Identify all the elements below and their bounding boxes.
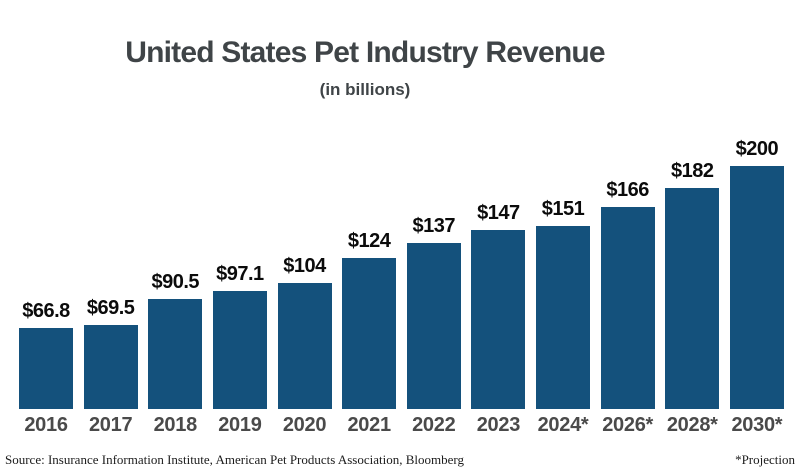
chart-column-2023: $147 2023 — [471, 202, 526, 436]
chart-column-2017: $69.5 2017 — [83, 296, 138, 436]
chart-column-2016: $66.8 2016 — [19, 299, 73, 436]
year-label: 2023 — [476, 414, 521, 436]
bar-2017 — [83, 324, 138, 409]
bar-value-label: $182 — [671, 159, 714, 182]
bar-2022 — [406, 242, 461, 409]
year-label: 2016 — [24, 414, 68, 436]
bar-2021 — [342, 258, 397, 409]
bar-2019 — [212, 291, 267, 409]
chart-column-2020: $104 2020 — [277, 254, 332, 436]
projection-note: *Projection — [735, 452, 795, 467]
bar-2026 — [600, 207, 655, 409]
year-label: 2024* — [537, 414, 589, 436]
bar-value-label: $66.8 — [22, 299, 70, 322]
year-label: 2020 — [282, 414, 327, 436]
bar-value-label: $147 — [477, 202, 520, 225]
bar-value-label: $97.1 — [216, 263, 264, 285]
year-label: 2021 — [347, 414, 391, 436]
bar-value-label: $124 — [347, 230, 391, 253]
bar-value-label: $90.5 — [151, 271, 200, 293]
bar-2024 — [536, 225, 590, 409]
chart-column-2026: $166 2026* — [600, 179, 655, 436]
bar-2018 — [148, 299, 203, 409]
chart-column-2021: $124 2021 — [342, 230, 397, 436]
chart-column-2019: $97.1 2019 — [212, 263, 267, 436]
chart-column-2022: $137 2022 — [406, 214, 461, 436]
bar-value-label: $69.5 — [86, 296, 135, 319]
chart-footer: Source: Insurance Information Institute,… — [0, 452, 800, 468]
year-label: 2026* — [602, 414, 654, 436]
bar-2028 — [665, 187, 720, 409]
year-label: 2018 — [153, 414, 198, 436]
year-label: 2028* — [666, 414, 718, 436]
bar-value-label: $200 — [735, 138, 779, 160]
year-label: 2022 — [412, 414, 456, 436]
bar-value-label: $166 — [606, 179, 649, 202]
source-text: Source: Insurance Information Institute,… — [5, 452, 465, 467]
chart-title: United States Pet Industry Revenue — [125, 36, 605, 69]
bar-value-label: $137 — [412, 214, 456, 237]
bar-2023 — [471, 230, 526, 409]
year-label: 2019 — [218, 414, 262, 436]
year-label: 2030* — [731, 414, 783, 436]
bar-2020 — [277, 282, 332, 409]
chart-column-2028: $182 2028* — [665, 159, 720, 436]
chart-header: United States Pet Industry Revenue (in b… — [0, 33, 730, 100]
chart-subtitle: (in billions) — [319, 80, 411, 99]
bar-value-label: $151 — [541, 197, 585, 220]
bar-chart: $66.8 2016 $69.5 2017 $90.5 2018 $97.1 2… — [19, 138, 784, 436]
bar-2016 — [19, 327, 73, 409]
chart-column-2030: $200 2030* — [729, 138, 784, 436]
bar-2030 — [729, 166, 784, 409]
chart-column-2018: $90.5 2018 — [148, 271, 203, 436]
year-label: 2017 — [88, 414, 133, 436]
chart-column-2024: $151 2024* — [536, 198, 590, 436]
bar-value-label: $104 — [283, 254, 326, 277]
